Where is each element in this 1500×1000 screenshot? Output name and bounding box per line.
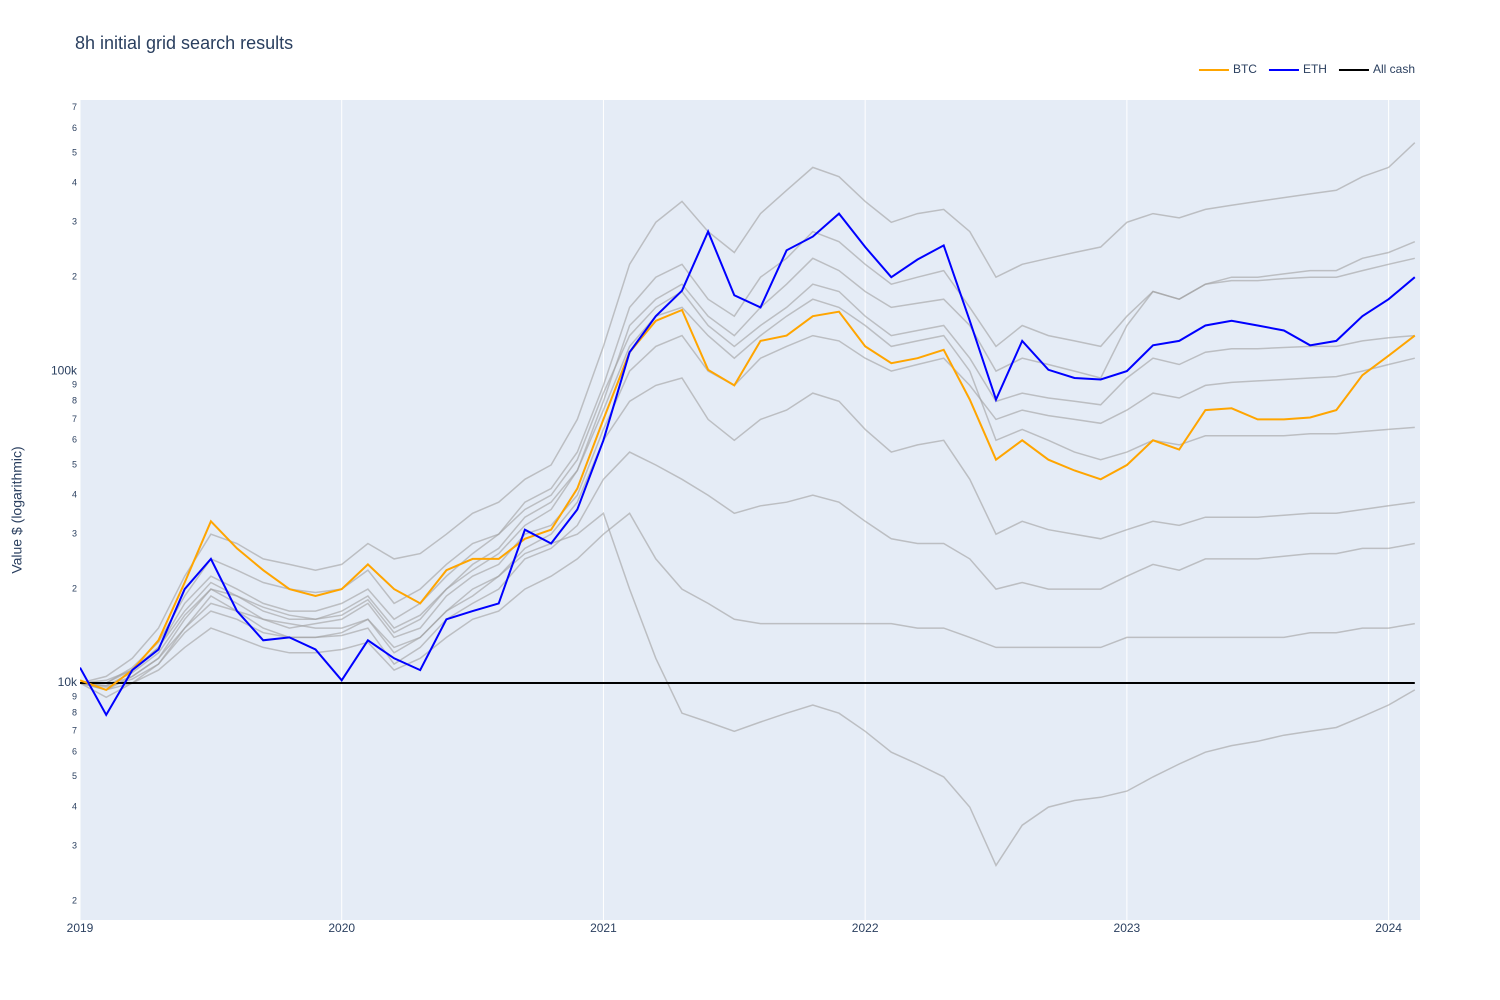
legend-label: ETH: [1303, 62, 1327, 76]
y-tick-label: 8: [72, 708, 77, 718]
y-tick-label: 5: [72, 147, 77, 157]
x-tick-label: 2022: [852, 921, 879, 935]
y-tick-label: 3: [72, 529, 77, 539]
y-tick-label: 4: [72, 178, 77, 188]
y-tick-label: 7: [72, 414, 77, 424]
y-tick-label: 2: [72, 895, 77, 905]
y-tick-label: 5: [72, 771, 77, 781]
y-tick-label: 2: [72, 583, 77, 593]
x-tick-label: 2024: [1375, 921, 1402, 935]
grid-search-line: [80, 512, 1415, 691]
legend-label: BTC: [1233, 62, 1257, 76]
y-tick-label: 10k: [58, 675, 78, 689]
y-tick-label: 7: [72, 726, 77, 736]
y-tick-label: 9: [72, 692, 77, 702]
lines: [80, 142, 1416, 867]
y-tick-label: 8: [72, 396, 77, 406]
y-tick-label: 3: [72, 840, 77, 850]
y-tick-label: 6: [72, 123, 77, 133]
y-tick-label: 4: [72, 490, 77, 500]
y-tick-label: 6: [72, 747, 77, 757]
y-tick-label: 3: [72, 217, 77, 227]
y-axis-label: Value $ (logarithmic): [9, 446, 25, 573]
grid-search-line: [80, 257, 1415, 687]
y-tick-label: 6: [72, 435, 77, 445]
y-tick-label: 100k: [51, 363, 78, 377]
y-tick-label: 5: [72, 459, 77, 469]
series-line: [80, 308, 1416, 692]
x-tick-label: 2023: [1114, 921, 1141, 935]
grid-search-line: [80, 142, 1416, 684]
y-tick-label: 7: [72, 102, 77, 112]
chart-title: 8h initial grid search results: [75, 33, 293, 53]
series-line: [80, 212, 1416, 717]
y-tick-label: 2: [72, 272, 77, 282]
x-tick-label: 2019: [67, 921, 94, 935]
legend-label: All cash: [1373, 62, 1415, 76]
x-tick-label: 2020: [328, 921, 355, 935]
grid-search-line: [80, 512, 1416, 867]
x-tick-label: 2021: [590, 921, 617, 935]
grid-search-line: [80, 451, 1415, 688]
grid-search-line: [80, 283, 1415, 684]
y-tick-label: 9: [72, 380, 77, 390]
plot-background: [80, 100, 1420, 920]
y-tick-label: 4: [72, 801, 77, 811]
grid-search-line: [80, 298, 1415, 684]
